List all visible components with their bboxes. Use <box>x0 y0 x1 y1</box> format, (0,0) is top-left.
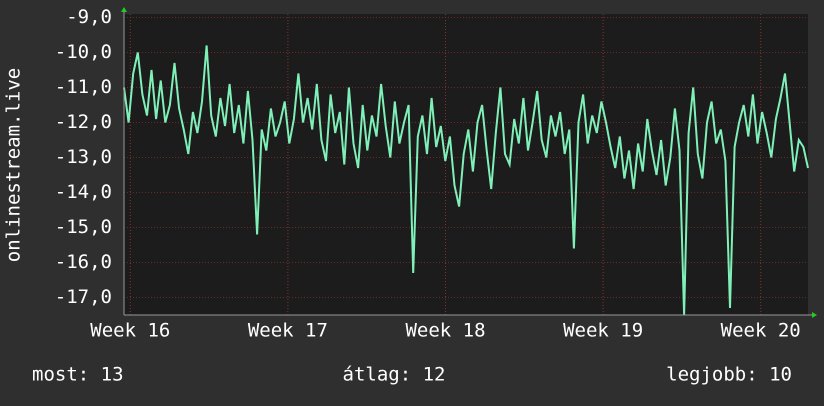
axis-arrow <box>812 312 817 318</box>
x-tick-label: Week 19 <box>563 320 643 342</box>
axis-arrow <box>121 7 127 12</box>
y-axis-label: onlinestream.live <box>3 68 25 262</box>
y-tick-label: -14,0 <box>55 181 112 203</box>
y-tick-label: -11,0 <box>55 76 112 98</box>
plot-area <box>124 14 808 315</box>
y-tick-label: -12,0 <box>55 111 112 133</box>
data-line <box>123 45 809 316</box>
y-tick-label: -17,0 <box>55 286 112 308</box>
y-tick-label: -13,0 <box>55 146 112 168</box>
footer-stat: legjobb: 10 <box>666 364 792 386</box>
x-tick-label: Week 18 <box>405 320 485 342</box>
footer-stat: átlag: 12 <box>343 364 446 386</box>
footer-stat: most: 13 <box>32 364 124 386</box>
x-tick-label: Week 20 <box>721 320 801 342</box>
y-tick-label: -9,0 <box>66 6 112 28</box>
y-tick-label: -10,0 <box>55 41 112 63</box>
y-tick-label: -16,0 <box>55 251 112 273</box>
y-tick-label: -15,0 <box>55 216 112 238</box>
x-tick-label: Week 17 <box>248 320 328 342</box>
x-tick-label: Week 16 <box>90 320 170 342</box>
